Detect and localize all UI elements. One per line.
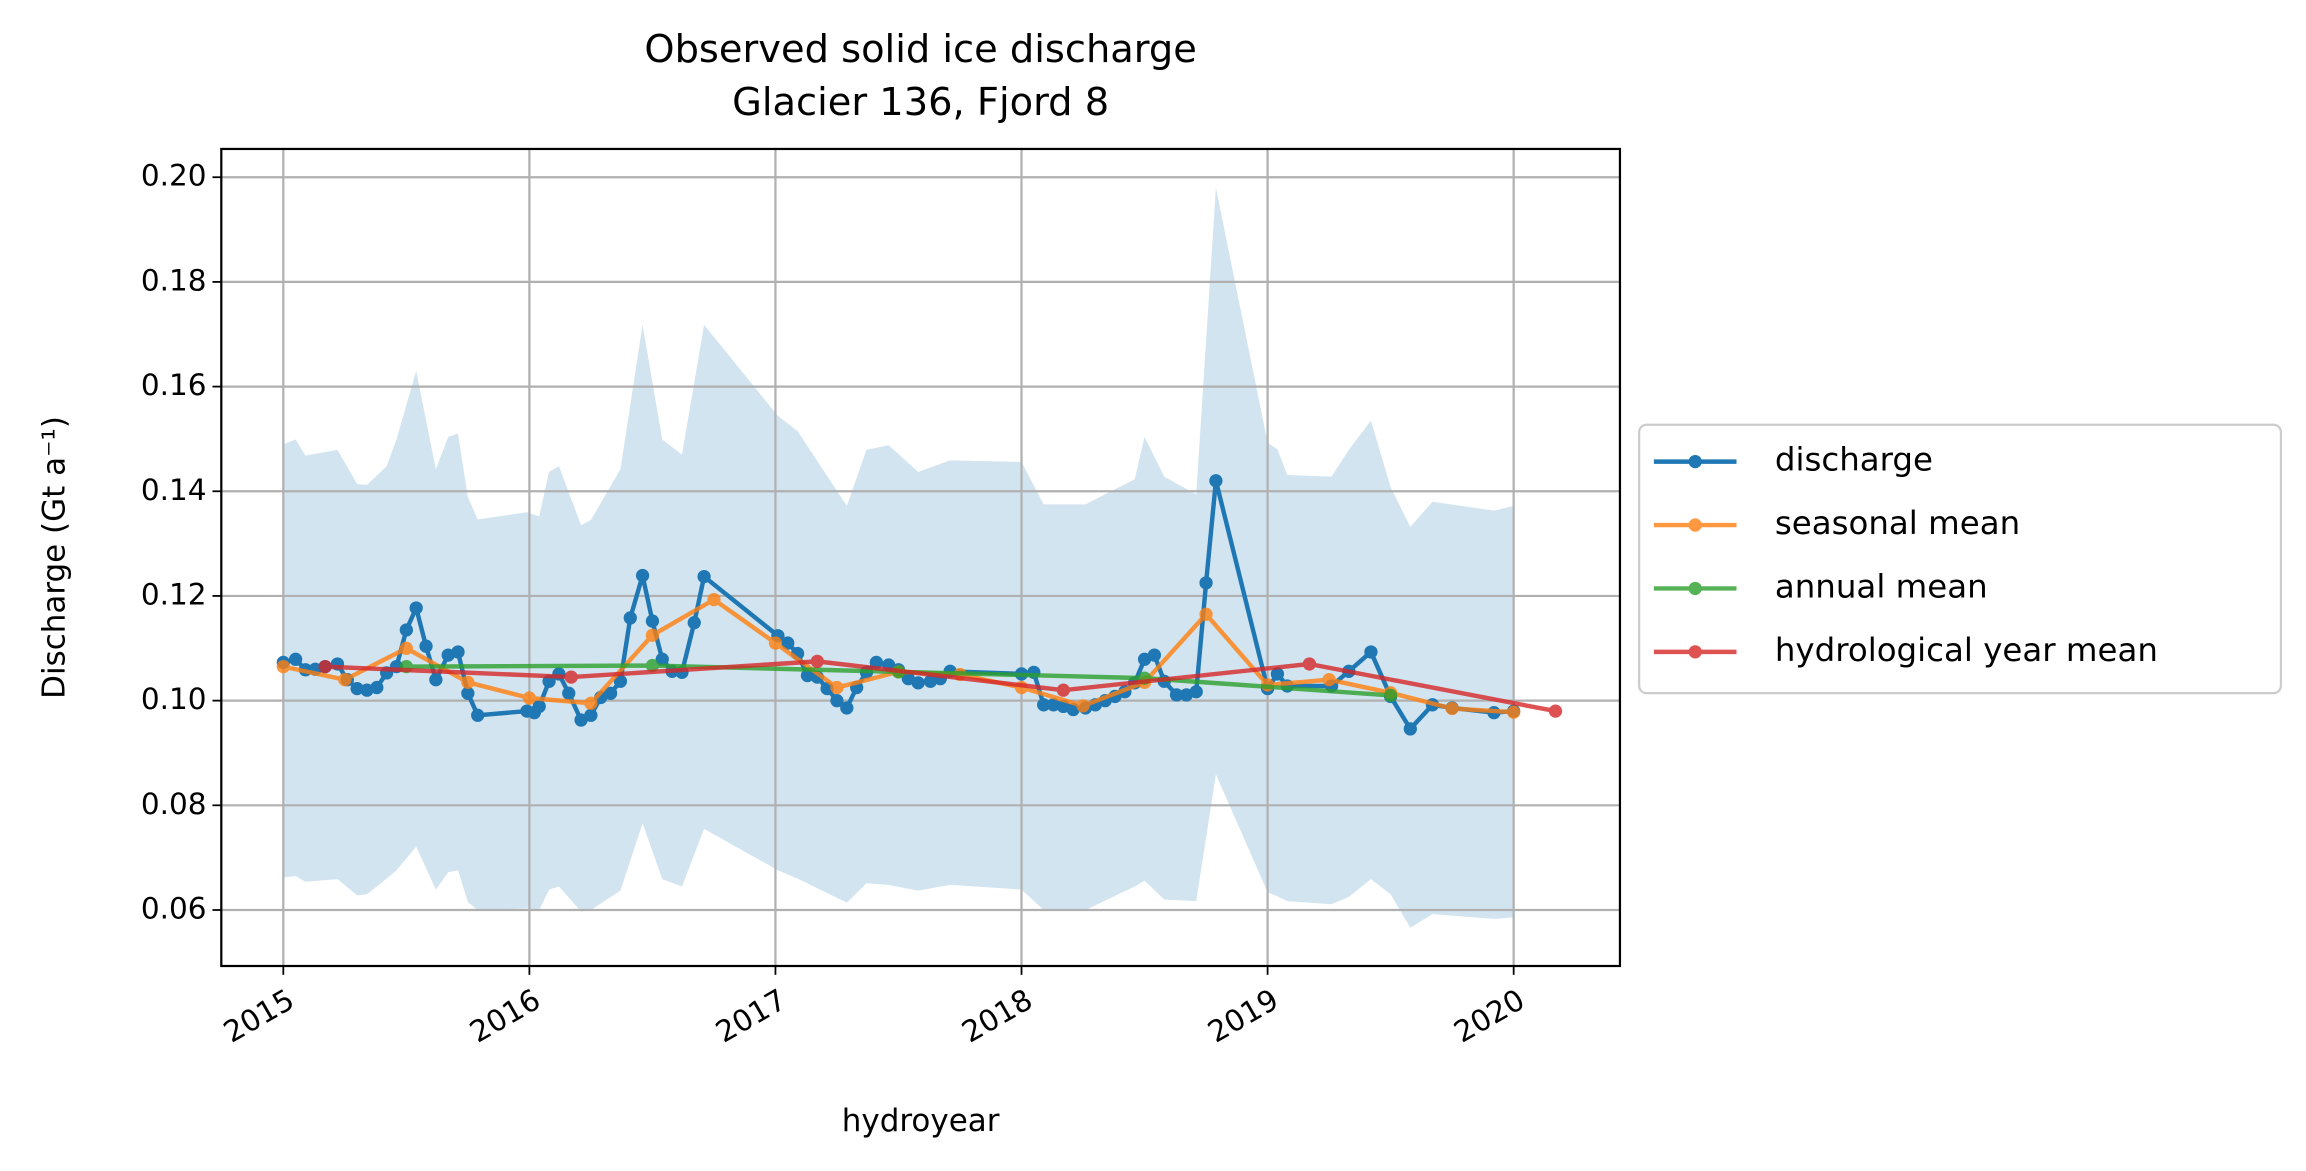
data-point: [645, 614, 660, 628]
data-point: [409, 601, 423, 615]
data-point: [1445, 701, 1459, 716]
data-point: [1403, 722, 1417, 736]
uncertainty-band: [283, 187, 1514, 928]
data-point: [840, 701, 854, 715]
legend-marker: [1688, 645, 1702, 659]
data-point: [613, 674, 628, 688]
y-tick-label: 0.12: [141, 577, 207, 611]
x-tick-label: 2020: [1448, 982, 1530, 1049]
y-tick-label: 0.08: [141, 787, 207, 821]
data-point: [318, 659, 332, 674]
y-tick-label: 0.14: [141, 473, 207, 507]
x-tick-label: 2017: [710, 982, 792, 1049]
data-point: [707, 592, 721, 607]
data-point: [830, 693, 844, 708]
data-point: [1507, 705, 1521, 719]
x-axis-label: hydroyear: [842, 1103, 1000, 1139]
data-point: [1364, 645, 1378, 659]
data-point: [800, 668, 815, 683]
data-point: [1189, 685, 1203, 699]
data-point: [461, 686, 475, 700]
data-point: [532, 699, 546, 714]
data-point: [461, 675, 475, 689]
series: [318, 654, 1563, 718]
data-point: [429, 673, 443, 687]
data-point: [645, 628, 660, 642]
data-point: [276, 659, 290, 674]
y-axis-label: Discharge (Gt a⁻¹): [37, 416, 73, 699]
data-point: [1046, 698, 1061, 712]
data-point: [574, 713, 588, 727]
data-point: [697, 569, 711, 584]
data-point: [338, 673, 352, 687]
data-point: [1169, 688, 1184, 702]
data-point: [603, 686, 618, 700]
data-point: [471, 708, 485, 722]
data-point: [911, 676, 925, 690]
data-point: [623, 611, 637, 625]
x-tick-label: 2018: [956, 982, 1038, 1049]
data-point: [810, 654, 824, 669]
x-tick-label: 2016: [464, 982, 546, 1049]
data-point: [562, 686, 576, 700]
data-point: [635, 568, 650, 583]
legend-label: discharge: [1775, 441, 1933, 479]
y-tick-label: 0.10: [141, 682, 207, 716]
data-point: [1270, 667, 1285, 681]
legend-marker: [1688, 581, 1702, 596]
x-tick-label: 2015: [218, 982, 300, 1049]
y-tick-label: 0.20: [141, 159, 207, 193]
data-point: [370, 680, 384, 695]
plot-frame: [220, 147, 1622, 968]
legend-item: [1653, 581, 1737, 596]
data-point: [1209, 474, 1223, 488]
data-point: [288, 652, 303, 666]
data-point: [1056, 683, 1070, 697]
data-point: [1037, 698, 1051, 712]
data-point: [1147, 648, 1162, 662]
data-point: [830, 680, 844, 695]
x-tick-label: 2019: [1202, 982, 1284, 1049]
legend-marker: [1688, 518, 1702, 532]
data-point: [419, 639, 433, 653]
legend-marker: [1688, 454, 1702, 469]
data-point: [584, 696, 598, 710]
data-point: [645, 658, 660, 673]
legend-item: [1653, 454, 1737, 469]
data-point: [768, 636, 783, 650]
data-point: [1199, 576, 1213, 590]
legend-label: hydrological year mean: [1775, 631, 2158, 669]
data-point: [655, 652, 669, 666]
chart-title: Observed solid ice discharge: [644, 27, 1196, 72]
data-point: [584, 708, 598, 722]
data-point: [399, 623, 413, 637]
series-line: [325, 659, 1556, 714]
y-tick-label: 0.06: [141, 891, 207, 925]
data-point: [522, 691, 537, 705]
data-point: [1199, 607, 1213, 621]
data-point: [564, 670, 578, 684]
legend-label: annual mean: [1775, 567, 1988, 605]
legend-label: seasonal mean: [1775, 504, 2020, 542]
data-point: [451, 645, 465, 659]
data-point: [781, 636, 795, 650]
data-point: [1302, 657, 1317, 671]
data-point: [687, 616, 701, 630]
data-point: [1322, 673, 1336, 687]
data-point: [1548, 704, 1563, 718]
legend-item: [1653, 518, 1737, 532]
legend-box: [1638, 423, 2283, 695]
data-point: [1383, 688, 1398, 703]
y-tick-label: 0.16: [141, 368, 207, 402]
chart-subtitle: Glacier 136, Fjord 8: [732, 80, 1109, 125]
data-point: [1076, 699, 1090, 713]
data-point: [399, 641, 413, 655]
data-point: [350, 681, 364, 696]
y-tick-label: 0.18: [141, 263, 207, 297]
legend-item: [1653, 645, 1737, 659]
